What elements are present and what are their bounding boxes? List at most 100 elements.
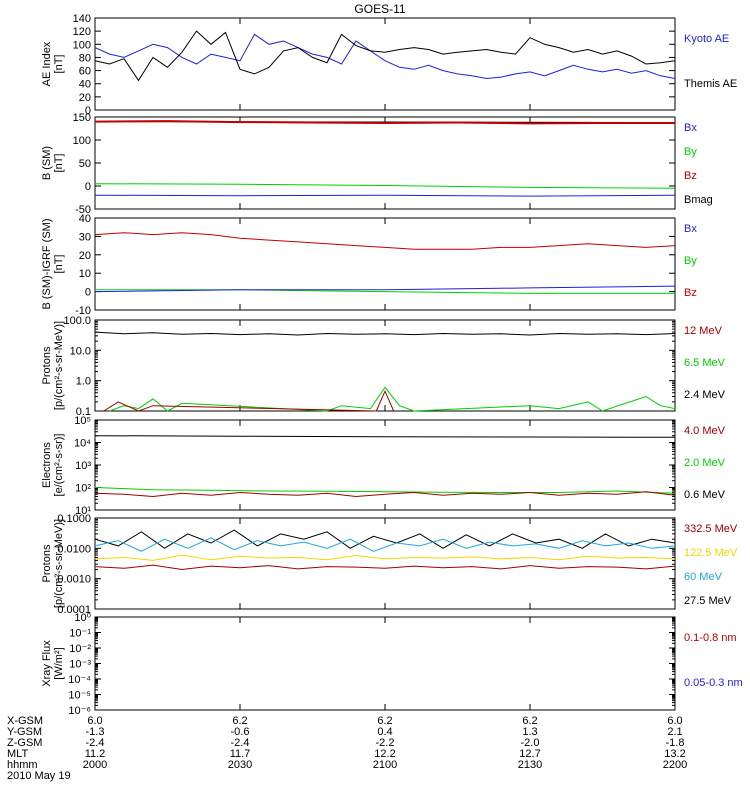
y-axis-label: Protons [41, 346, 53, 384]
panel-frame [94, 17, 676, 111]
y-tick-label: 120 [73, 26, 91, 38]
y-tick-label: 20 [79, 92, 91, 104]
y-tick-label: 80 [79, 52, 91, 64]
footer-row-label: X-GSM [7, 715, 43, 727]
footer-value: 0.4 [377, 726, 392, 738]
y-tick-label: 50 [79, 158, 91, 170]
panel-frame [94, 419, 676, 511]
y-tick-label: 0.1 [76, 406, 91, 418]
legend-entry: Bmag [684, 194, 713, 206]
series-bz [94, 232, 676, 250]
date-label: 2010 May 19 [7, 770, 71, 782]
series-themis-ae [94, 30, 676, 82]
footer-row-label: Y-GSM [7, 726, 42, 738]
series-122-5-mev [94, 554, 676, 561]
footer-value: 6.0 [667, 715, 682, 727]
y-tick-label: 100.0 [63, 315, 91, 327]
y-axis-label: Protons [41, 544, 53, 582]
footer-value: 1.3 [522, 726, 537, 738]
series-12-mev [103, 389, 395, 412]
y-axis-label: B (SM)-IGRF (SM) [41, 218, 53, 309]
legend-entry: 0.1-0.8 nm [684, 632, 737, 644]
legend-entry: 2.4 MeV [684, 389, 726, 401]
y-tick-label: 20 [79, 250, 91, 262]
y-axis-label: B (SM) [41, 146, 53, 180]
y-tick-label: 10⁻¹ [69, 628, 91, 640]
y-tick-label: 10¹ [75, 505, 91, 517]
y-tick-label: 0 [85, 287, 91, 299]
footer-value: 2.1 [667, 726, 682, 738]
legend-entry: Bx [684, 122, 697, 134]
y-tick-label: 10⁻³ [69, 659, 91, 671]
series-bx [94, 285, 676, 293]
panel-7: 10⁻⁶ 10⁻⁵ 10⁻⁴ 10⁻³ 10⁻² 10⁻¹ 10⁰ Xray Flux [W/m… [41, 612, 743, 717]
legend-entry: Bz [684, 287, 697, 299]
series-2-0-mev [94, 487, 676, 494]
footer-value: 2200 [663, 759, 687, 771]
footer-value: -1.3 [86, 726, 105, 738]
y-tick-label: 0.0010 [57, 574, 91, 586]
y-tick-label: 40 [79, 213, 91, 225]
y-tick-label: 0.0001 [57, 604, 91, 616]
y-tick-label: 0 [85, 105, 91, 117]
y-tick-label: 10² [75, 483, 91, 495]
footer-value: 11.7 [230, 748, 251, 760]
panel-6: 0.0001 0.0010 0.0100 0.1000 Protons [p/(cm²-s… [41, 513, 738, 616]
y-axis-label: Xray Flux [41, 640, 53, 687]
y-tick-label: -50 [75, 204, 91, 216]
footer-value: 2030 [228, 759, 252, 771]
footer-value: 6.2 [377, 715, 392, 727]
y-tick-label: 10 [79, 268, 91, 280]
y-tick-label: 150 [73, 112, 91, 124]
y-tick-label: 100 [73, 135, 91, 147]
footer-value: 6.2 [522, 715, 537, 727]
legend-entry: 6.5 MeV [684, 357, 726, 369]
series-4-0-mev [94, 491, 676, 498]
footer-value: -2.0 [521, 737, 540, 749]
legend-entry: 60 MeV [684, 571, 723, 583]
y-tick-label: 1.0 [76, 376, 91, 388]
legend-entry: 332.5 MeV [684, 523, 738, 535]
y-tick-label: 40 [79, 79, 91, 91]
panel-4: 0.1 1.0 10.0 100.0 Protons [p/(cm²-s-sr-MeV)]… [41, 315, 726, 418]
footer-value: 2100 [373, 759, 397, 771]
y-axis-label: AE Index [41, 41, 53, 86]
y-tick-label: -10 [75, 305, 91, 317]
y-axis-label: [W/m²] [53, 647, 65, 679]
series-bx [94, 194, 676, 197]
legend-entry: Bz [684, 170, 697, 182]
footer-value: 2000 [83, 759, 107, 771]
series-2-4-mev [94, 331, 676, 336]
footer-row-label: Z-GSM [7, 737, 42, 749]
legend-entry: 0.05-0.3 nm [684, 677, 743, 689]
panel-3: -10 0 10 20 30 40 B (SM)-IGRF (SM) [nT] Bx By Bz [41, 213, 697, 317]
y-tick-label: 10³ [75, 460, 91, 472]
y-tick-label: 10⁴ [74, 438, 91, 450]
y-tick-label: 0.0100 [57, 543, 91, 555]
legend-entry: 2.0 MeV [684, 457, 726, 469]
y-tick-label: 10⁰ [74, 612, 91, 624]
legend-entry: 0.6 MeV [684, 489, 726, 501]
footer-value: 6.0 [87, 715, 102, 727]
legend-entry: Themis AE [684, 78, 737, 90]
footer-value: 12.7 [519, 748, 540, 760]
y-tick-label: 140 [73, 13, 91, 25]
y-axis-label: [nT] [53, 55, 65, 74]
panel-frame [94, 616, 676, 711]
chart-title: GOES-11 [354, 2, 405, 16]
y-axis-label: [p/(cm²-s-sr-MeV)] [53, 321, 65, 410]
y-tick-label: 10⁻² [69, 643, 91, 655]
legend-entry: 27.5 MeV [684, 595, 732, 607]
y-tick-label: 30 [79, 231, 91, 243]
y-axis-label: [p/(cm²-s-sr-MeV)] [53, 519, 65, 608]
legend-entry: Kyoto AE [684, 33, 729, 45]
footer-row-label: MLT [7, 748, 28, 760]
y-axis-label: Electrons [41, 442, 53, 488]
footer-value: 2130 [518, 759, 542, 771]
series-6-5-mev [109, 386, 676, 412]
panel-frame [94, 517, 676, 610]
y-tick-label: 10⁻⁴ [68, 674, 91, 686]
